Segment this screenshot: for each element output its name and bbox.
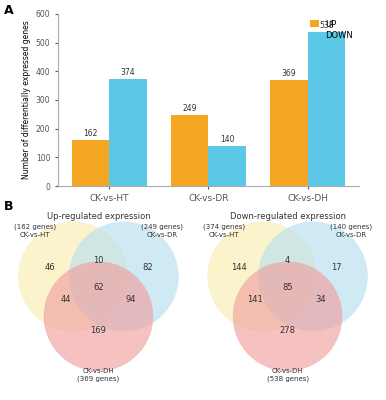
Text: 62: 62 <box>93 283 104 292</box>
Text: 369: 369 <box>281 70 296 78</box>
Bar <box>171 115 208 186</box>
Text: 538: 538 <box>319 21 334 30</box>
Text: 82: 82 <box>142 263 153 272</box>
Text: (162 genes)
CK-vs-HT: (162 genes) CK-vs-HT <box>14 224 56 238</box>
Text: 162: 162 <box>83 129 98 138</box>
Circle shape <box>44 262 153 371</box>
Bar <box>71 140 109 186</box>
Y-axis label: Number of differentially expressed genes: Number of differentially expressed genes <box>22 21 32 179</box>
Bar <box>208 146 246 186</box>
Bar <box>109 79 147 186</box>
Circle shape <box>208 222 317 331</box>
Circle shape <box>233 262 342 371</box>
Text: 169: 169 <box>90 326 107 335</box>
Text: CK-vs-DH
(538 genes): CK-vs-DH (538 genes) <box>266 368 309 382</box>
Text: A: A <box>4 4 14 17</box>
Text: Up-regulated expression: Up-regulated expression <box>47 212 150 221</box>
Circle shape <box>19 222 127 331</box>
Text: 17: 17 <box>331 263 342 272</box>
Legend: UP, DOWN: UP, DOWN <box>309 18 355 42</box>
Text: 85: 85 <box>282 283 293 292</box>
Text: 278: 278 <box>279 326 296 335</box>
Text: 374: 374 <box>121 68 135 77</box>
Text: 10: 10 <box>93 256 104 264</box>
Text: 249: 249 <box>182 104 197 113</box>
Text: 46: 46 <box>44 263 55 272</box>
Text: 141: 141 <box>247 296 263 304</box>
Text: 4: 4 <box>285 256 290 264</box>
Text: (374 genes)
CK-vs-HT: (374 genes) CK-vs-HT <box>203 224 245 238</box>
Bar <box>308 32 345 186</box>
Circle shape <box>259 222 367 331</box>
Text: CK-vs-DH
(369 genes): CK-vs-DH (369 genes) <box>77 368 120 382</box>
Text: 144: 144 <box>231 263 247 272</box>
Text: 34: 34 <box>315 296 325 304</box>
Text: 94: 94 <box>126 296 136 304</box>
Text: 140: 140 <box>220 135 235 144</box>
Text: 44: 44 <box>61 296 71 304</box>
Text: Down-regulated expression: Down-regulated expression <box>230 212 345 221</box>
Text: (249 genes)
CK-vs-DR: (249 genes) CK-vs-DR <box>141 224 183 238</box>
Text: (140 genes)
CK-vs-DR: (140 genes) CK-vs-DR <box>330 224 372 238</box>
Circle shape <box>69 222 178 331</box>
Bar <box>270 80 308 186</box>
Text: B: B <box>4 200 14 213</box>
